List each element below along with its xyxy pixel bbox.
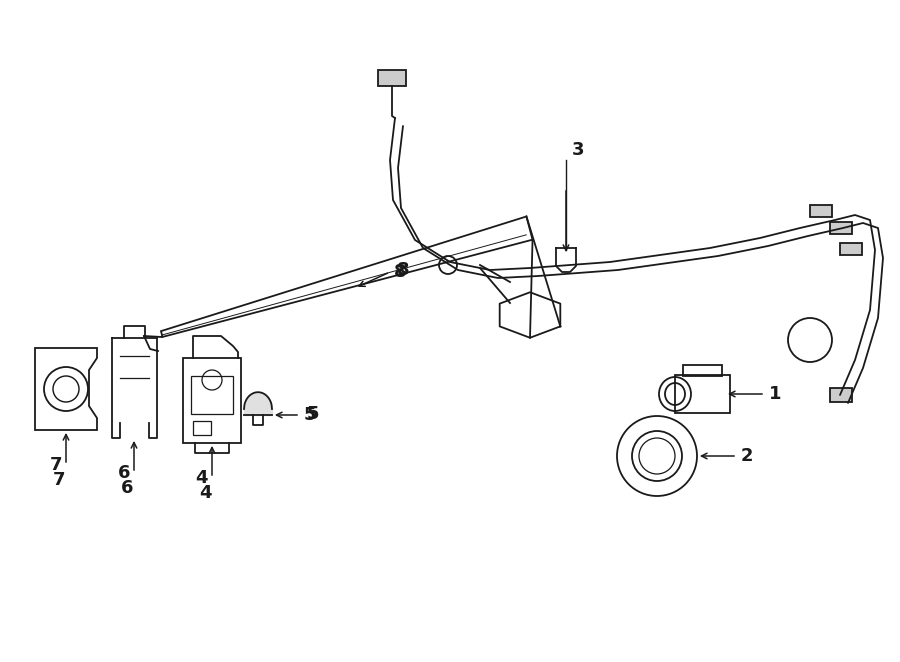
Bar [183,358,241,443]
Text: 1: 1 [769,385,781,403]
Bar [840,243,862,255]
Bar [830,388,852,402]
Bar [193,421,211,435]
Text: 5: 5 [307,405,320,423]
Text: 8: 8 [394,263,407,281]
Text: 2: 2 [741,447,753,465]
Bar [810,205,832,217]
Bar [683,365,722,376]
Bar [675,375,730,413]
Text: 3: 3 [572,141,584,159]
Text: 7: 7 [53,471,65,489]
Text: 7: 7 [50,456,62,474]
Bar [191,376,233,414]
Text: 6: 6 [118,464,130,482]
Text: 8: 8 [397,261,410,279]
Text: 6: 6 [121,479,133,497]
Text: 4: 4 [199,484,212,502]
Text: 5: 5 [304,406,317,424]
Text: 4: 4 [195,469,208,487]
Bar [378,70,406,86]
Bar [830,222,852,234]
